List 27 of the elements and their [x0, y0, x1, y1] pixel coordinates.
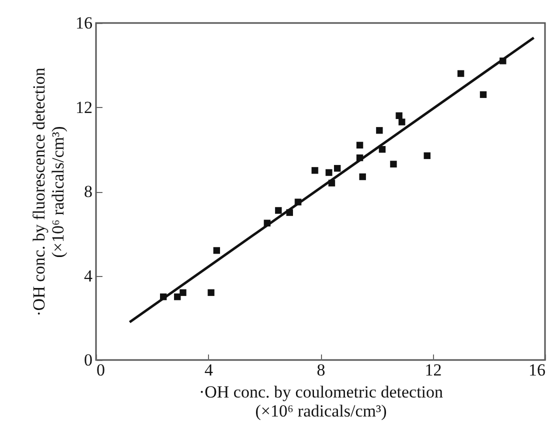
point: [208, 289, 214, 296]
y-tick-label: 4: [84, 266, 93, 286]
point: [396, 112, 402, 120]
point: [457, 70, 464, 77]
point: [312, 167, 318, 174]
point: [480, 91, 487, 98]
point: [398, 118, 406, 126]
x-tick-label: 8: [316, 360, 326, 380]
x-axis-title: ·OH conc. by coulometric detection (×10⁶ radicals/cm³): [198, 382, 444, 420]
y-tick-label: 16: [76, 14, 92, 32]
x-tick-label: 4: [204, 360, 214, 380]
y-axis-title: ·OH conc. by fluorescence detection (×10⁶ radicals/cm³): [30, 67, 68, 316]
point: [326, 169, 332, 176]
point: [275, 207, 282, 214]
point: [359, 173, 366, 180]
y-tick-label: 12: [76, 98, 92, 117]
x-tick-label: 12: [424, 360, 442, 380]
point: [180, 289, 186, 296]
x-tick-label: 16: [528, 360, 546, 380]
point: [334, 164, 341, 172]
point: [356, 142, 364, 149]
point: [213, 247, 220, 254]
point: [376, 127, 383, 134]
x-tick-label: 0: [96, 360, 105, 380]
point: [390, 160, 397, 168]
y-tick-label: 8: [84, 182, 92, 201]
point: [424, 152, 430, 160]
